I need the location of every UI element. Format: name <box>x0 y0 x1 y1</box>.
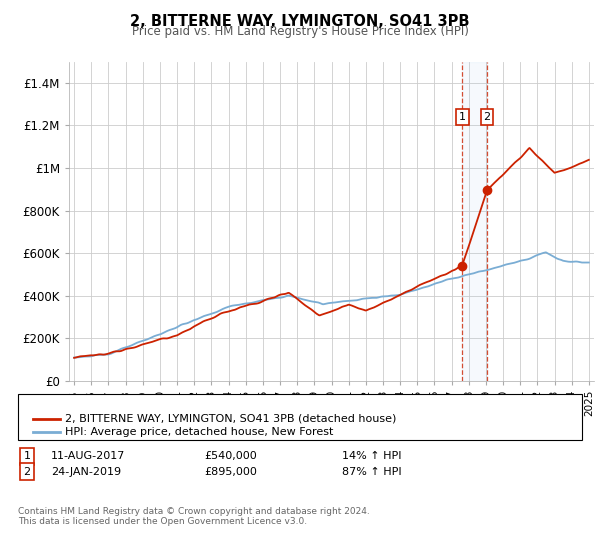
Text: 87% ↑ HPI: 87% ↑ HPI <box>342 466 401 477</box>
Text: £540,000: £540,000 <box>204 451 257 461</box>
Text: 1: 1 <box>459 112 466 122</box>
Text: Contains HM Land Registry data © Crown copyright and database right 2024.
This d: Contains HM Land Registry data © Crown c… <box>18 507 370 526</box>
Text: 2, BITTERNE WAY, LYMINGTON, SO41 3PB (detached house): 2, BITTERNE WAY, LYMINGTON, SO41 3PB (de… <box>65 414 396 424</box>
Text: 2: 2 <box>484 112 491 122</box>
Text: 2: 2 <box>23 466 31 477</box>
Text: Price paid vs. HM Land Registry's House Price Index (HPI): Price paid vs. HM Land Registry's House … <box>131 25 469 38</box>
Text: 24-JAN-2019: 24-JAN-2019 <box>51 466 121 477</box>
Text: 1: 1 <box>23 451 31 461</box>
Text: £895,000: £895,000 <box>204 466 257 477</box>
Bar <box>462 62 487 381</box>
Text: 11-AUG-2017: 11-AUG-2017 <box>51 451 125 461</box>
Text: 2, BITTERNE WAY, LYMINGTON, SO41 3PB: 2, BITTERNE WAY, LYMINGTON, SO41 3PB <box>130 14 470 29</box>
Text: HPI: Average price, detached house, New Forest: HPI: Average price, detached house, New … <box>65 427 333 437</box>
Text: 14% ↑ HPI: 14% ↑ HPI <box>342 451 401 461</box>
